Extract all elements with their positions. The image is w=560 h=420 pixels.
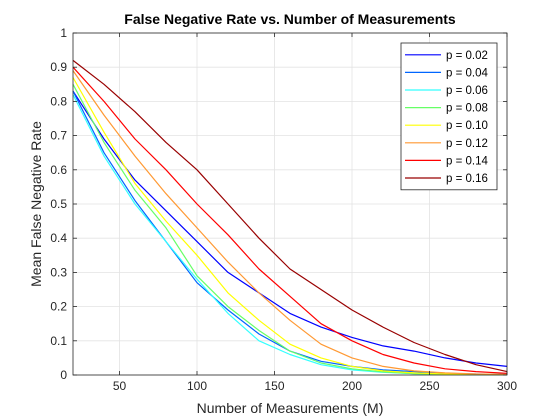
y-tick-label: 0.3 bbox=[50, 265, 67, 279]
legend-label: p = 0.04 bbox=[446, 67, 488, 79]
y-tick-label: 0.9 bbox=[50, 60, 67, 74]
y-tick-label: 0.2 bbox=[50, 300, 67, 314]
series-line-p-0-02 bbox=[72, 90, 508, 367]
legend-label: p = 0.12 bbox=[446, 138, 488, 150]
x-axis-label: Number of Measurements (M) bbox=[197, 400, 384, 416]
y-tick-label: 0.8 bbox=[50, 94, 67, 108]
y-tick-label: 0 bbox=[60, 368, 67, 382]
x-tick-label: 100 bbox=[187, 379, 207, 393]
y-axis-label: Mean False Negative Rate bbox=[28, 121, 44, 287]
x-tick-label: 150 bbox=[264, 379, 284, 393]
x-tick-label: 50 bbox=[113, 379, 127, 393]
legend-label: p = 0.10 bbox=[446, 120, 488, 132]
legend: p = 0.02 p = 0.04 p = 0.06 p = 0.08 p = 0.10… bbox=[400, 42, 498, 191]
y-tick-label: 0.1 bbox=[50, 334, 67, 348]
y-tick-label: 1 bbox=[60, 26, 67, 40]
legend-box bbox=[400, 42, 498, 191]
legend-label: p = 0.02 bbox=[446, 50, 488, 62]
series-line-p-0-12 bbox=[72, 70, 508, 375]
x-tick-label: 300 bbox=[497, 379, 517, 393]
series-lines bbox=[72, 59, 508, 376]
series-line-p-0-14 bbox=[72, 66, 508, 374]
y-tick-label: 0.6 bbox=[50, 163, 67, 177]
series-line-p-0-10 bbox=[72, 77, 508, 376]
x-tick-label: 250 bbox=[419, 379, 439, 393]
chart-title: False Negative Rate vs. Number of Measur… bbox=[124, 11, 456, 27]
x-tick-label: 200 bbox=[342, 379, 362, 393]
y-tick-label: 0.4 bbox=[50, 231, 67, 245]
series-line-p-0-16 bbox=[72, 59, 508, 373]
legend-label: p = 0.06 bbox=[446, 85, 488, 97]
y-tick-label: 0.7 bbox=[50, 129, 67, 143]
legend-label: p = 0.16 bbox=[446, 173, 488, 185]
legend-label: p = 0.08 bbox=[446, 103, 488, 115]
y-tick-label: 0.5 bbox=[50, 197, 67, 211]
legend-label: p = 0.14 bbox=[446, 155, 488, 167]
axis-ticks: 50 100 150 200 250 300 0 0.1 0.2 0.3 0.4 0.5 0.6 0.7 0… bbox=[50, 26, 517, 393]
